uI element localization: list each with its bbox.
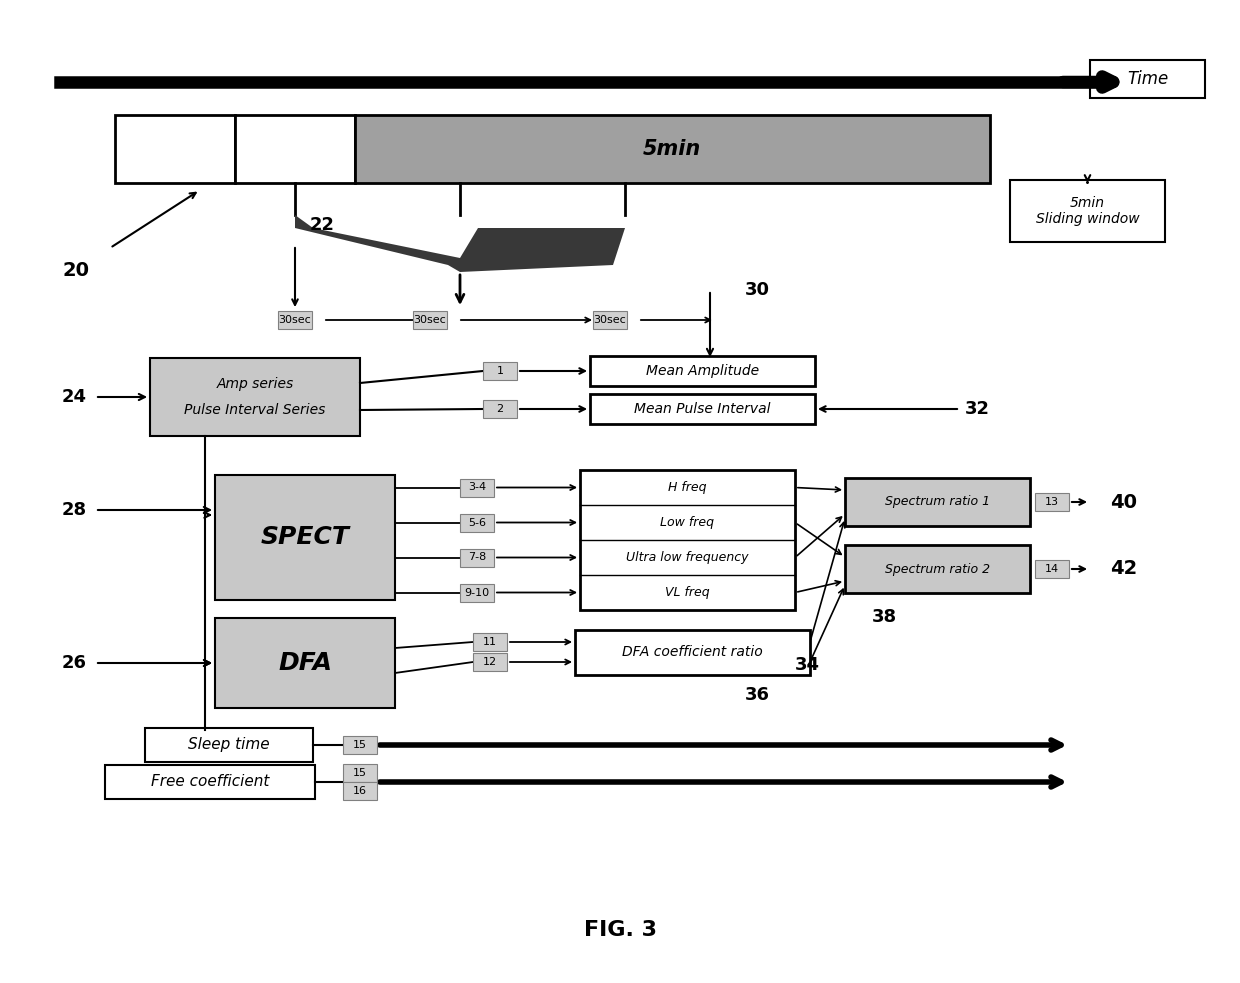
- Bar: [484, 400, 517, 418]
- Bar: [460, 479, 494, 496]
- Text: 5-6: 5-6: [467, 517, 486, 528]
- Text: 42: 42: [1110, 559, 1137, 579]
- Text: 11: 11: [484, 637, 497, 647]
- Bar: [343, 736, 377, 754]
- Text: 30sec: 30sec: [594, 315, 626, 325]
- Bar: [593, 311, 627, 329]
- Text: Mean Amplitude: Mean Amplitude: [646, 364, 759, 378]
- Text: 9-10: 9-10: [465, 588, 490, 598]
- Text: 7-8: 7-8: [467, 552, 486, 562]
- Text: 30sec: 30sec: [279, 315, 311, 325]
- Bar: [150, 358, 360, 436]
- Text: Pulse Interval Series: Pulse Interval Series: [185, 403, 326, 417]
- Bar: [355, 115, 990, 183]
- Text: VL freq: VL freq: [665, 586, 709, 599]
- Text: 22: 22: [310, 216, 335, 234]
- Text: H freq: H freq: [668, 481, 707, 494]
- Bar: [413, 311, 446, 329]
- Text: 15: 15: [353, 740, 367, 750]
- Bar: [236, 115, 355, 183]
- Bar: [844, 478, 1030, 526]
- Text: 26: 26: [62, 654, 87, 672]
- Polygon shape: [295, 215, 460, 272]
- Text: Spectrum ratio 1: Spectrum ratio 1: [885, 495, 990, 508]
- Text: FIG. 3: FIG. 3: [584, 920, 656, 940]
- Text: 12: 12: [482, 657, 497, 667]
- Text: DFA: DFA: [278, 651, 332, 675]
- Bar: [343, 764, 377, 782]
- Bar: [145, 728, 312, 762]
- Text: Sleep time: Sleep time: [188, 737, 270, 753]
- Text: 34: 34: [795, 656, 820, 674]
- Text: 20: 20: [62, 260, 89, 279]
- Bar: [484, 362, 517, 380]
- Bar: [472, 653, 507, 671]
- Text: 5min: 5min: [642, 139, 701, 159]
- Bar: [575, 630, 810, 675]
- Bar: [215, 618, 396, 708]
- Bar: [115, 115, 236, 183]
- Text: 38: 38: [872, 608, 897, 626]
- Text: 30sec: 30sec: [414, 315, 446, 325]
- Bar: [844, 545, 1030, 593]
- Text: 30: 30: [745, 281, 770, 299]
- Text: 32: 32: [965, 400, 990, 418]
- Bar: [215, 475, 396, 600]
- Text: Ultra low frequency: Ultra low frequency: [626, 551, 749, 564]
- Text: Amp series: Amp series: [216, 377, 294, 391]
- Bar: [460, 513, 494, 532]
- Bar: [580, 470, 795, 610]
- Text: 13: 13: [1045, 497, 1059, 507]
- Text: 28: 28: [62, 501, 87, 519]
- Text: SPECT: SPECT: [260, 526, 350, 549]
- Text: 15: 15: [353, 768, 367, 778]
- Text: 5min
Sliding window: 5min Sliding window: [1035, 196, 1140, 226]
- Bar: [105, 765, 315, 799]
- Bar: [278, 311, 312, 329]
- Text: DFA coefficient ratio: DFA coefficient ratio: [622, 646, 763, 660]
- Bar: [1011, 180, 1166, 242]
- Text: 3-4: 3-4: [467, 483, 486, 492]
- Text: Low freq: Low freq: [661, 516, 714, 529]
- Bar: [460, 549, 494, 566]
- Bar: [1090, 60, 1205, 98]
- Bar: [1035, 560, 1069, 578]
- Bar: [590, 356, 815, 386]
- Polygon shape: [460, 215, 625, 272]
- Text: 1: 1: [496, 366, 503, 376]
- Bar: [343, 782, 377, 800]
- Bar: [460, 584, 494, 602]
- Text: 24: 24: [62, 388, 87, 406]
- Text: Free coefficient: Free coefficient: [151, 775, 269, 789]
- Text: 36: 36: [745, 686, 770, 704]
- Text: Time: Time: [1127, 70, 1168, 88]
- Text: 40: 40: [1110, 492, 1137, 511]
- Bar: [1035, 493, 1069, 511]
- Bar: [472, 633, 507, 651]
- Text: 2: 2: [496, 404, 503, 414]
- Text: 14: 14: [1045, 564, 1059, 574]
- Text: 16: 16: [353, 786, 367, 796]
- Bar: [590, 394, 815, 424]
- Text: Spectrum ratio 2: Spectrum ratio 2: [885, 562, 990, 575]
- Text: Mean Pulse Interval: Mean Pulse Interval: [634, 402, 771, 416]
